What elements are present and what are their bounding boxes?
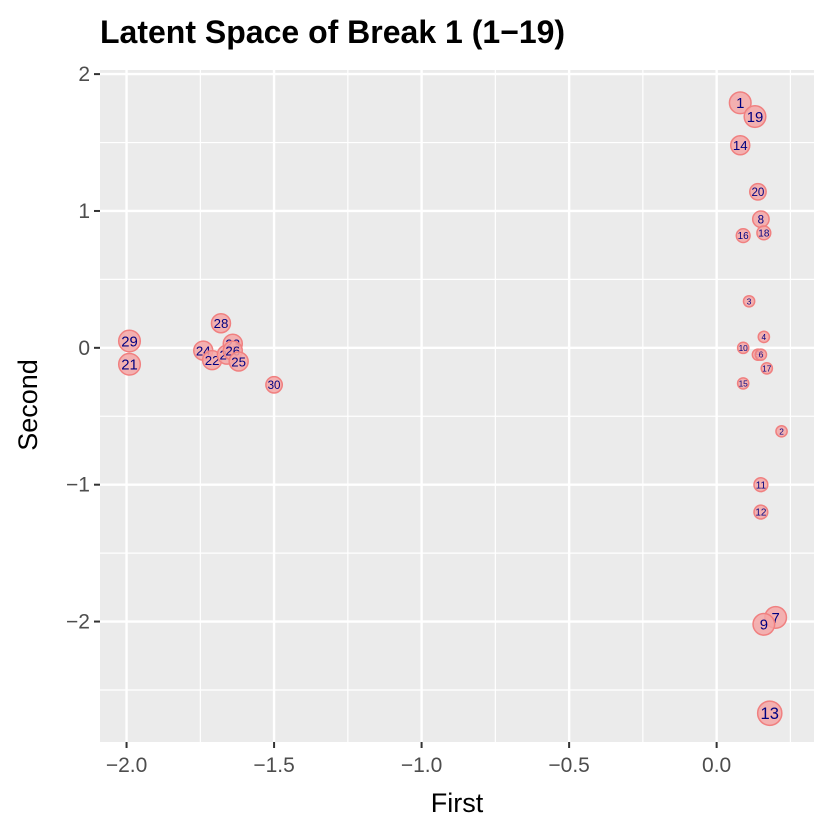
data-point-marker [752, 612, 776, 636]
data-point: 21 [117, 352, 142, 376]
data-point-label: 30 [268, 379, 281, 392]
data-point-label: 6 [759, 350, 764, 360]
data-point-label: 28 [214, 316, 229, 331]
y-axis-title: Second [13, 359, 43, 451]
data-point-label: 21 [121, 358, 138, 374]
data-point-label: 19 [747, 110, 764, 126]
data-point-marker [735, 227, 751, 244]
data-point-marker [748, 182, 767, 201]
data-point-label: 2 [779, 426, 784, 436]
x-tick-label: 0.0 [702, 754, 731, 777]
data-point: 13 [756, 700, 783, 727]
x-tick-label: −0.5 [548, 754, 589, 777]
x-tick-label: −1.0 [401, 754, 442, 777]
data-point-label: 20 [751, 186, 764, 199]
data-point: 30 [265, 375, 284, 394]
data-point-label: 29 [121, 334, 138, 350]
data-point: 28 [210, 312, 232, 334]
plot-panel [100, 70, 814, 742]
data-point-label: 8 [758, 213, 764, 226]
y-axis: −2 −1 0 1 2 [66, 63, 100, 634]
data-point-label: 3 [747, 296, 752, 306]
data-point: 9 [752, 612, 776, 636]
data-point-marker [753, 504, 769, 520]
data-point-label: 10 [739, 343, 749, 353]
data-point: 2 [775, 424, 788, 438]
data-point: 18 [756, 225, 772, 241]
data-point: 20 [748, 182, 767, 201]
y-tick-label: −2 [66, 611, 90, 634]
data-point-marker [265, 375, 284, 394]
data-point-marker [117, 329, 142, 353]
data-point: 8 [751, 210, 770, 229]
data-point: 3 [742, 294, 756, 308]
y-tick-label: 0 [78, 337, 90, 360]
data-point: 6 [754, 348, 768, 362]
data-point-marker [742, 294, 756, 308]
data-point-marker [117, 352, 142, 376]
data-point-marker [736, 341, 750, 355]
data-points: 1191420816183410561715211127913292128242… [117, 91, 788, 727]
data-point: 16 [735, 227, 751, 244]
data-point: 14 [729, 135, 751, 156]
data-point: 4 [757, 330, 771, 344]
data-point: 25 [228, 351, 249, 372]
data-point-marker [756, 700, 783, 727]
data-point-label: 17 [762, 363, 772, 373]
data-point-marker [728, 91, 752, 115]
data-point: 15 [736, 377, 750, 390]
data-point-marker [729, 135, 751, 156]
data-point-marker [775, 424, 788, 438]
data-point: 29 [117, 329, 142, 353]
data-point-label: 13 [761, 704, 779, 723]
data-point-label: 14 [733, 138, 748, 153]
grid-major [100, 70, 814, 742]
data-point-label: 18 [758, 228, 770, 239]
y-tick-label: 1 [78, 200, 90, 223]
y-tick-label: 2 [78, 63, 90, 86]
data-point-label: 11 [756, 480, 767, 491]
x-axis: −2.0 −1.5 −1.0 −0.5 0.0 [106, 742, 731, 777]
data-point: 11 [753, 477, 769, 493]
data-point: 17 [760, 362, 774, 375]
data-point: 19 [743, 104, 767, 129]
data-point: 12 [753, 504, 769, 520]
data-point-label: 9 [760, 618, 768, 634]
data-point-label: 15 [739, 378, 749, 388]
data-point-marker [756, 225, 772, 241]
data-point-marker [753, 477, 769, 493]
data-point-marker [754, 348, 768, 362]
data-point-label: 1 [736, 96, 744, 112]
x-tick-label: −2.0 [106, 754, 147, 777]
data-point-label: 4 [762, 332, 767, 342]
data-point-marker [210, 312, 232, 334]
x-tick-label: −1.5 [253, 754, 294, 777]
x-axis-title: First [431, 788, 484, 818]
data-point-label: 25 [231, 354, 246, 369]
data-point-marker [760, 362, 774, 375]
y-tick-label: −1 [66, 474, 90, 497]
chart-title: Latent Space of Break 1 (1−19) [100, 14, 565, 50]
data-point-marker [228, 351, 249, 372]
data-point: 1 [728, 91, 752, 115]
data-point-label: 12 [755, 508, 767, 519]
data-point-marker [736, 377, 750, 390]
data-point: 10 [736, 341, 750, 355]
data-point-marker [743, 104, 767, 129]
data-point-label: 22 [205, 353, 220, 368]
data-point-label: 7 [771, 611, 779, 627]
grid-minor [100, 70, 814, 742]
data-point-label: 16 [738, 231, 750, 242]
data-point-marker [757, 330, 771, 344]
